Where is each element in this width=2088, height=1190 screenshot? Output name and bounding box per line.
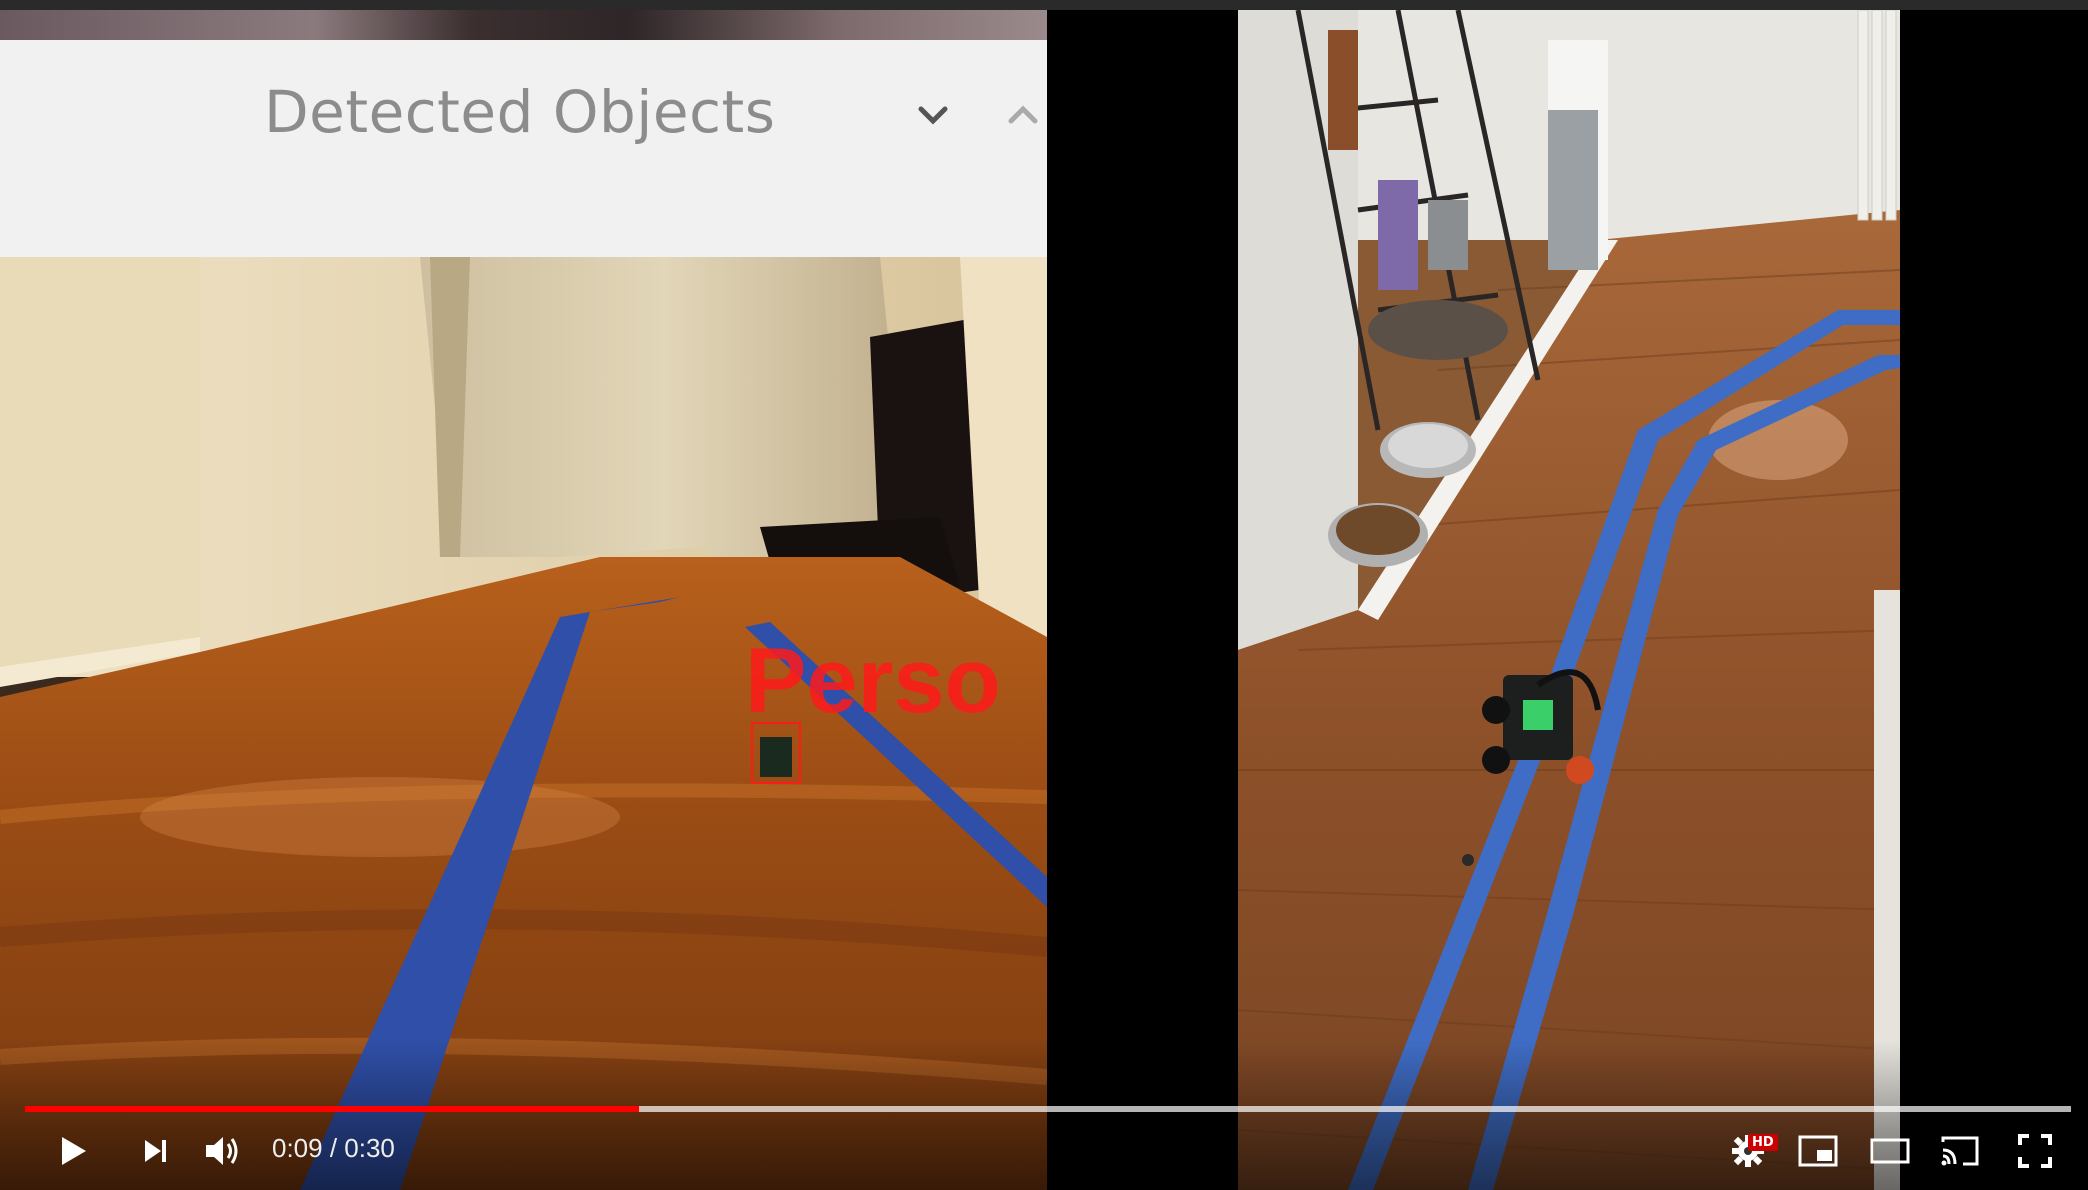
theater-icon bbox=[1870, 1138, 1910, 1164]
progress-played bbox=[25, 1106, 639, 1112]
miniplayer-icon bbox=[1798, 1135, 1838, 1167]
cast-button[interactable] bbox=[1937, 1131, 1983, 1171]
camera-scene: Perso bbox=[0, 257, 1047, 1190]
progress-loaded bbox=[25, 1106, 2071, 1112]
cast-icon bbox=[1941, 1136, 1979, 1166]
letterbox-left bbox=[1047, 10, 1238, 1190]
hallway-camera-view bbox=[1238, 10, 1900, 1190]
top-edge bbox=[0, 0, 2088, 10]
chevron-up-icon[interactable] bbox=[1006, 98, 1040, 132]
next-button[interactable] bbox=[135, 1131, 175, 1171]
detected-objects-title: Detected Objects bbox=[264, 78, 776, 146]
onboard-camera-view: Detected Objects bbox=[0, 10, 1047, 1190]
volume-icon bbox=[206, 1137, 238, 1165]
hd-badge: HD bbox=[1748, 1134, 1778, 1151]
robot-car bbox=[1482, 669, 1601, 784]
volume-button[interactable] bbox=[200, 1131, 244, 1171]
play-button[interactable] bbox=[52, 1131, 92, 1171]
play-icon bbox=[62, 1137, 86, 1165]
next-icon bbox=[145, 1140, 166, 1162]
detected-objects-panel: Detected Objects bbox=[0, 40, 1047, 257]
detection-label: Perso bbox=[745, 630, 1001, 732]
fullscreen-icon bbox=[2018, 1134, 2052, 1168]
camera-top-strip bbox=[0, 10, 1047, 40]
chevron-down-icon[interactable] bbox=[916, 98, 950, 132]
time-display: 0:09 / 0:30 bbox=[272, 1133, 395, 1163]
progress-bar[interactable] bbox=[25, 1106, 2071, 1112]
theater-mode-button[interactable] bbox=[1867, 1131, 1913, 1171]
miniplayer-button[interactable] bbox=[1796, 1131, 1840, 1171]
letterbox-right bbox=[1900, 10, 2088, 1190]
fullscreen-button[interactable] bbox=[2013, 1131, 2057, 1171]
